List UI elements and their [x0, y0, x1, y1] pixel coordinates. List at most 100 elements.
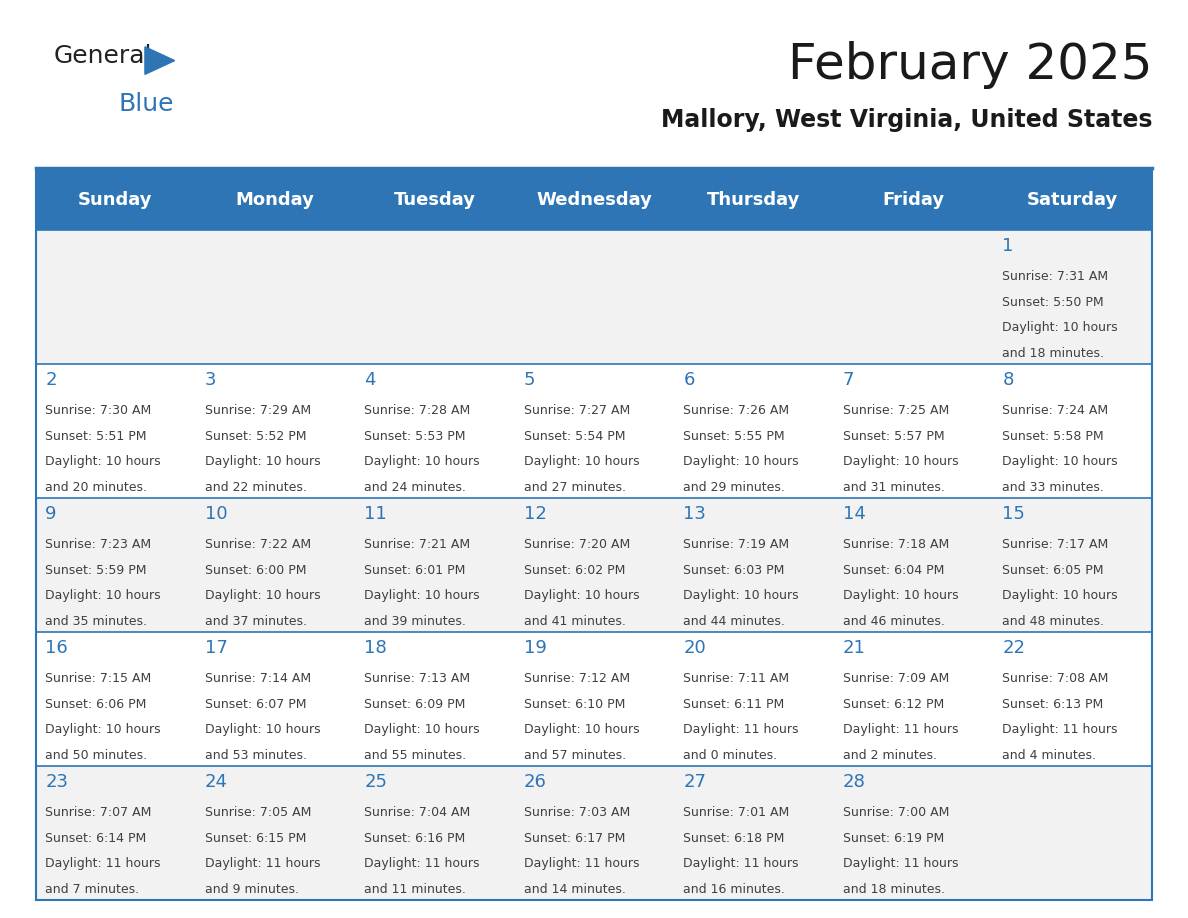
Text: Sunset: 6:18 PM: Sunset: 6:18 PM	[683, 832, 784, 845]
Text: Friday: Friday	[881, 191, 944, 208]
Text: Sunset: 5:52 PM: Sunset: 5:52 PM	[204, 430, 307, 442]
Text: Mallory, West Virginia, United States: Mallory, West Virginia, United States	[661, 108, 1152, 132]
Text: Sunset: 6:13 PM: Sunset: 6:13 PM	[1003, 698, 1104, 711]
Text: Daylight: 10 hours: Daylight: 10 hours	[1003, 455, 1118, 468]
Text: 27: 27	[683, 773, 707, 791]
Text: and 2 minutes.: and 2 minutes.	[842, 749, 937, 762]
Text: and 24 minutes.: and 24 minutes.	[365, 481, 466, 494]
Text: 5: 5	[524, 371, 536, 389]
Text: Sunset: 6:03 PM: Sunset: 6:03 PM	[683, 564, 784, 577]
Text: and 20 minutes.: and 20 minutes.	[45, 481, 147, 494]
Text: 21: 21	[842, 639, 866, 657]
Text: Sunset: 6:10 PM: Sunset: 6:10 PM	[524, 698, 625, 711]
Text: Daylight: 11 hours: Daylight: 11 hours	[524, 857, 639, 870]
Bar	[195, 170, 355, 230]
Text: Sunrise: 7:24 AM: Sunrise: 7:24 AM	[1003, 404, 1108, 417]
Bar	[195, 230, 355, 364]
Text: Daylight: 10 hours: Daylight: 10 hours	[45, 455, 160, 468]
Text: and 29 minutes.: and 29 minutes.	[683, 481, 785, 494]
Text: and 46 minutes.: and 46 minutes.	[842, 615, 944, 628]
Text: 20: 20	[683, 639, 706, 657]
Text: Sunset: 6:01 PM: Sunset: 6:01 PM	[365, 564, 466, 577]
Text: Sunset: 6:16 PM: Sunset: 6:16 PM	[365, 832, 466, 845]
Text: Daylight: 10 hours: Daylight: 10 hours	[204, 455, 321, 468]
Bar	[993, 498, 1152, 632]
Text: Sunset: 5:54 PM: Sunset: 5:54 PM	[524, 430, 625, 442]
Text: Daylight: 11 hours: Daylight: 11 hours	[842, 723, 959, 736]
Bar	[514, 364, 674, 498]
Text: 25: 25	[365, 773, 387, 791]
Text: Daylight: 10 hours: Daylight: 10 hours	[365, 723, 480, 736]
Bar	[355, 170, 514, 230]
Text: Daylight: 10 hours: Daylight: 10 hours	[365, 455, 480, 468]
Text: and 22 minutes.: and 22 minutes.	[204, 481, 307, 494]
Bar	[674, 170, 833, 230]
Bar	[355, 364, 514, 498]
Text: Daylight: 11 hours: Daylight: 11 hours	[1003, 723, 1118, 736]
Bar	[195, 632, 355, 766]
Bar	[833, 170, 993, 230]
Text: Sunset: 6:14 PM: Sunset: 6:14 PM	[45, 832, 146, 845]
Text: and 33 minutes.: and 33 minutes.	[1003, 481, 1104, 494]
Text: 2: 2	[45, 371, 57, 389]
Text: Sunset: 6:17 PM: Sunset: 6:17 PM	[524, 832, 625, 845]
Text: Sunrise: 7:13 AM: Sunrise: 7:13 AM	[365, 672, 470, 685]
Text: and 57 minutes.: and 57 minutes.	[524, 749, 626, 762]
Text: 15: 15	[1003, 505, 1025, 523]
Bar	[36, 170, 1152, 900]
Text: and 7 minutes.: and 7 minutes.	[45, 883, 139, 896]
Text: Sunrise: 7:11 AM: Sunrise: 7:11 AM	[683, 672, 789, 685]
Text: February 2025: February 2025	[788, 41, 1152, 89]
Text: Daylight: 11 hours: Daylight: 11 hours	[365, 857, 480, 870]
Text: Sunset: 6:07 PM: Sunset: 6:07 PM	[204, 698, 307, 711]
Text: 9: 9	[45, 505, 57, 523]
Bar	[514, 230, 674, 364]
Text: Daylight: 11 hours: Daylight: 11 hours	[683, 723, 798, 736]
Bar	[993, 766, 1152, 900]
Bar	[355, 632, 514, 766]
Text: 1: 1	[1003, 237, 1013, 255]
Text: Sunset: 6:02 PM: Sunset: 6:02 PM	[524, 564, 625, 577]
Bar	[514, 498, 674, 632]
Bar	[355, 498, 514, 632]
Text: 8: 8	[1003, 371, 1013, 389]
Text: and 9 minutes.: and 9 minutes.	[204, 883, 298, 896]
Text: Daylight: 10 hours: Daylight: 10 hours	[365, 589, 480, 602]
Text: Sunrise: 7:20 AM: Sunrise: 7:20 AM	[524, 538, 630, 551]
Bar	[674, 364, 833, 498]
Text: Daylight: 10 hours: Daylight: 10 hours	[683, 455, 798, 468]
Text: Sunrise: 7:15 AM: Sunrise: 7:15 AM	[45, 672, 151, 685]
Text: and 18 minutes.: and 18 minutes.	[842, 883, 944, 896]
Bar	[195, 498, 355, 632]
Text: and 53 minutes.: and 53 minutes.	[204, 749, 307, 762]
Bar	[993, 170, 1152, 230]
Text: Daylight: 11 hours: Daylight: 11 hours	[842, 857, 959, 870]
Text: Monday: Monday	[235, 191, 315, 208]
Bar	[355, 230, 514, 364]
Text: Sunrise: 7:09 AM: Sunrise: 7:09 AM	[842, 672, 949, 685]
Text: 4: 4	[365, 371, 375, 389]
Text: Daylight: 10 hours: Daylight: 10 hours	[204, 723, 321, 736]
Text: and 4 minutes.: and 4 minutes.	[1003, 749, 1097, 762]
Text: 3: 3	[204, 371, 216, 389]
Text: Sunset: 6:06 PM: Sunset: 6:06 PM	[45, 698, 146, 711]
Text: Daylight: 10 hours: Daylight: 10 hours	[524, 589, 639, 602]
Text: and 18 minutes.: and 18 minutes.	[1003, 347, 1105, 360]
Text: Sunset: 5:58 PM: Sunset: 5:58 PM	[1003, 430, 1104, 442]
Text: Sunset: 5:57 PM: Sunset: 5:57 PM	[842, 430, 944, 442]
Text: and 31 minutes.: and 31 minutes.	[842, 481, 944, 494]
Text: Sunrise: 7:30 AM: Sunrise: 7:30 AM	[45, 404, 151, 417]
Text: Sunset: 5:53 PM: Sunset: 5:53 PM	[365, 430, 466, 442]
Text: Sunset: 6:11 PM: Sunset: 6:11 PM	[683, 698, 784, 711]
Text: and 41 minutes.: and 41 minutes.	[524, 615, 626, 628]
Text: Saturday: Saturday	[1026, 191, 1118, 208]
Text: 23: 23	[45, 773, 68, 791]
Text: Sunrise: 7:04 AM: Sunrise: 7:04 AM	[365, 806, 470, 819]
Text: Daylight: 10 hours: Daylight: 10 hours	[524, 455, 639, 468]
Text: Sunrise: 7:01 AM: Sunrise: 7:01 AM	[683, 806, 790, 819]
Text: Sunrise: 7:29 AM: Sunrise: 7:29 AM	[204, 404, 311, 417]
Bar	[36, 230, 195, 364]
Text: Daylight: 10 hours: Daylight: 10 hours	[45, 589, 160, 602]
Text: and 55 minutes.: and 55 minutes.	[365, 749, 467, 762]
Bar	[674, 632, 833, 766]
